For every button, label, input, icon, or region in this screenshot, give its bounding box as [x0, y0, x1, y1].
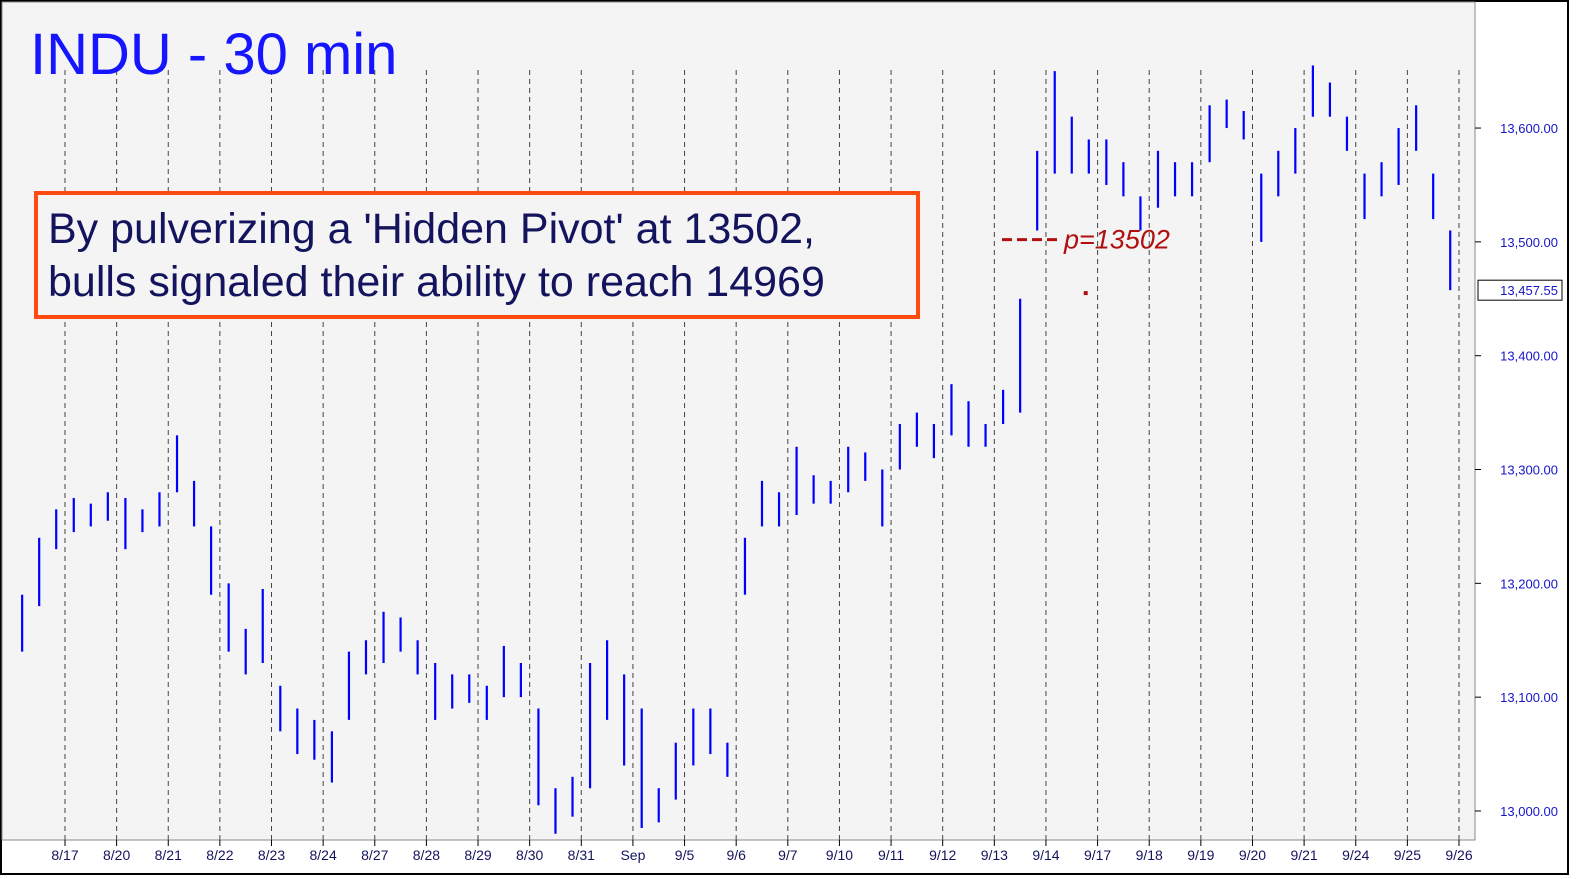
x-tick-label: 8/24 [310, 847, 337, 863]
x-tick-label: 9/13 [981, 847, 1008, 863]
y-tick-label: 13,200.00 [1500, 576, 1558, 591]
x-tick-label: Sep [620, 847, 645, 863]
x-tick-label: 9/11 [878, 847, 904, 863]
x-tick-label: 9/10 [826, 847, 853, 863]
x-tick-label: 9/18 [1136, 847, 1163, 863]
y-tick-label: 13,600.00 [1500, 121, 1558, 136]
x-tick-label: 8/21 [155, 847, 182, 863]
y-tick-label: 13,300.00 [1500, 463, 1558, 478]
x-tick-label: 9/26 [1445, 847, 1472, 863]
x-tick-label: 8/31 [568, 847, 595, 863]
x-tick-label: 9/7 [778, 847, 798, 863]
x-tick-label: 8/20 [103, 847, 130, 863]
x-tick-label: 9/14 [1032, 847, 1059, 863]
x-tick-label: 8/30 [516, 847, 543, 863]
x-tick-label: 9/25 [1394, 847, 1421, 863]
x-tick-label: 9/24 [1342, 847, 1369, 863]
x-tick-label: 9/20 [1239, 847, 1266, 863]
y-tick-label: 13,400.00 [1500, 349, 1558, 364]
x-tick-label: 8/27 [361, 847, 388, 863]
y-tick-label: 13,000.00 [1500, 804, 1558, 819]
x-tick-label: 8/22 [206, 847, 233, 863]
x-tick-label: 8/29 [464, 847, 491, 863]
last-price-box [1477, 279, 1563, 301]
x-tick-label: 9/19 [1187, 847, 1214, 863]
x-tick-label: 8/17 [51, 847, 78, 863]
x-tick-label: 9/17 [1084, 847, 1111, 863]
x-tick-label: 8/28 [413, 847, 440, 863]
annotation-line: bulls signaled their ability to reach 14… [48, 258, 825, 306]
last-price-label: 13,457.55 [1500, 283, 1558, 298]
chart-title: INDU - 30 min [30, 22, 397, 87]
bars [21, 65, 1452, 834]
x-tick-label: 9/6 [726, 847, 746, 863]
x-tick-label: 9/5 [675, 847, 695, 863]
annotation-line: By pulverizing a 'Hidden Pivot' at 13502… [48, 205, 815, 253]
annotation-box [34, 191, 920, 319]
marker [1083, 291, 1088, 296]
y-tick-label: 13,100.00 [1500, 690, 1558, 705]
x-tick-label: 9/12 [929, 847, 956, 863]
x-tick-label: 9/21 [1290, 847, 1317, 863]
pivot-label: p=13502 [1063, 225, 1170, 255]
y-tick-label: 13,500.00 [1500, 235, 1558, 250]
x-tick-label: 8/23 [258, 847, 285, 863]
plot-area [1, 1, 1476, 841]
